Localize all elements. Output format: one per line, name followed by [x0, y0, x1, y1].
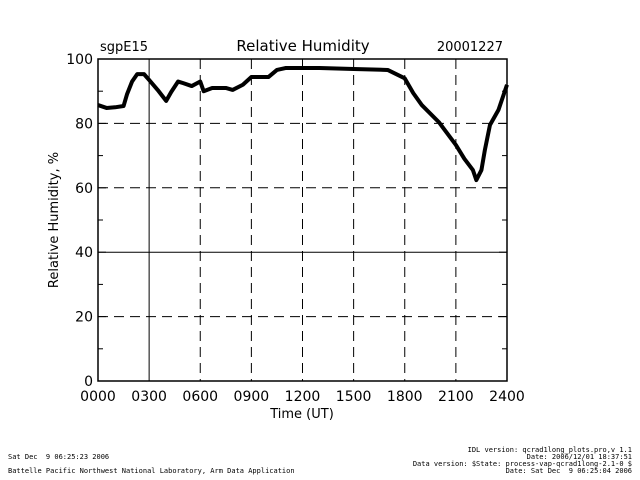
y-tick-label: 40 [75, 245, 93, 261]
x-tick-label: 2400 [489, 389, 525, 405]
y-tick-label: 100 [66, 52, 93, 68]
x-tick-label: 0000 [80, 389, 116, 405]
x-tick-label: 2100 [438, 389, 474, 405]
y-tick-label: 60 [75, 181, 93, 197]
x-tick-label: 0600 [182, 389, 218, 405]
footer-idl-date: Date: 2006/12/01 18:37:51 [526, 453, 632, 461]
footer-timestamp: Sat Dec 9 06:25:23 2006 [8, 453, 110, 461]
footer-institution: Battelle Pacific Northwest National Labo… [8, 467, 295, 475]
x-tick-label: 1200 [285, 389, 321, 405]
y-axis-label: Relative Humidity, % [47, 152, 62, 288]
chart-title: Relative Humidity [236, 37, 369, 55]
date-label: 20001227 [437, 40, 503, 55]
x-tick-label: 1800 [387, 389, 423, 405]
footer-idl-version: IDL version: qcrad1long_plots.pro,v 1.1 [467, 446, 632, 454]
footer-data-date: Date: Sat Dec 9 06:25:04 2006 [505, 467, 632, 475]
y-tick-label: 20 [75, 310, 93, 326]
y-tick-label: 0 [84, 374, 93, 390]
footer-data-version: Data version: $State: process-vap-qcrad1… [412, 460, 632, 468]
humidity-series-line [97, 66, 509, 183]
y-tick-label: 80 [75, 116, 93, 132]
x-tick-label: 1500 [336, 389, 372, 405]
station-label: sgpE15 [100, 40, 148, 55]
plot-frame [97, 58, 508, 382]
x-tick-label: 0300 [131, 389, 167, 405]
x-axis-label: Time (UT) [269, 407, 334, 422]
x-tick-label: 0900 [234, 389, 270, 405]
